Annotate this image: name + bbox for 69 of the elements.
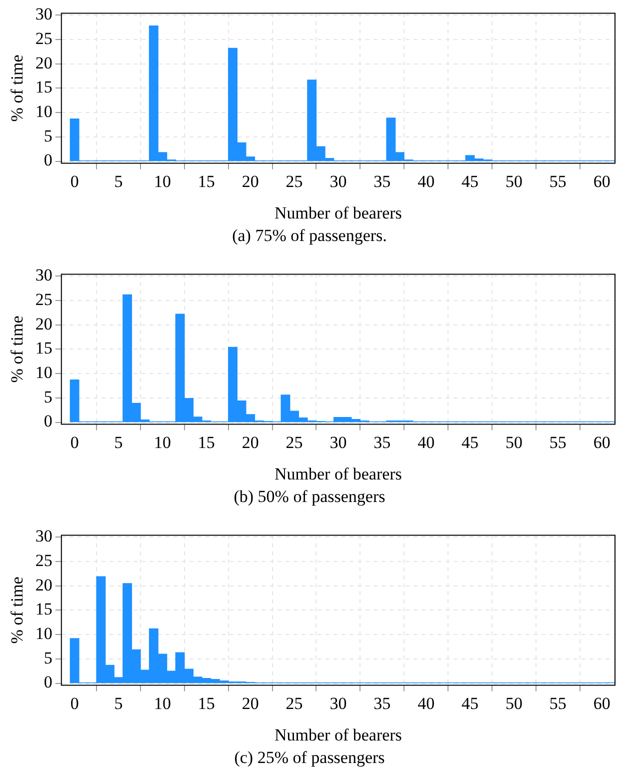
x-tick-label: 20 xyxy=(242,172,259,191)
y-tick-label: 25 xyxy=(35,290,52,309)
y-tick-label: 20 xyxy=(35,53,52,72)
x-tick-label: 25 xyxy=(286,432,303,452)
y-tick-label: 25 xyxy=(35,550,52,570)
x-tick-label: 60 xyxy=(593,694,610,713)
x-tick-label: 50 xyxy=(505,432,522,452)
x-tick-label: 15 xyxy=(198,432,215,452)
y-tick-label: 10 xyxy=(35,624,52,644)
y-tick-label: 5 xyxy=(44,387,52,406)
x-tick-label: 60 xyxy=(593,172,610,191)
x-tick-label: 35 xyxy=(374,694,391,713)
x-tick-label: 10 xyxy=(154,432,171,452)
text: (b) 50% of passengers xyxy=(232,487,386,507)
x-tick-label: 45 xyxy=(462,172,479,191)
x-tick-label: 15 xyxy=(198,694,215,713)
x-tick-label: 45 xyxy=(462,432,479,452)
y-tick-label: 15 xyxy=(35,600,52,619)
x-tick-label: 35 xyxy=(374,172,391,191)
y-tick-label: 30 xyxy=(35,4,52,24)
x-tick-label: 30 xyxy=(330,432,347,452)
x-tick-label: 25 xyxy=(286,694,303,713)
x-axis-title: Number of bearers xyxy=(274,464,402,484)
x-tick-label: 0 xyxy=(70,432,79,452)
text: (c) 25% of passengers xyxy=(233,748,386,768)
x-tick-label: 55 xyxy=(549,694,566,713)
y-tick-label: 10 xyxy=(35,363,52,382)
x-axis-title: Number of bearers xyxy=(274,203,402,222)
text: (a) 75% of passengers. xyxy=(231,226,388,246)
x-tick-label: 30 xyxy=(330,172,347,191)
x-tick-label: 10 xyxy=(154,694,171,713)
x-axis-title: Number of bearers xyxy=(274,725,402,744)
x-tick-label: 10 xyxy=(154,172,171,191)
y-tick-label: 5 xyxy=(44,648,52,668)
x-tick-label: 60 xyxy=(593,432,610,452)
x-tick-label: 30 xyxy=(330,694,347,713)
x-tick-label: 55 xyxy=(549,432,566,452)
y-tick-label: 0 xyxy=(44,672,52,692)
x-tick-label: 35 xyxy=(374,432,391,452)
y-tick-label: 25 xyxy=(35,28,52,48)
x-tick-label: 55 xyxy=(549,172,566,191)
x-tick-label: 25 xyxy=(286,172,303,191)
x-tick-label: 15 xyxy=(198,172,215,191)
x-tick-label: 45 xyxy=(462,694,479,713)
y-tick-label: 20 xyxy=(35,575,52,594)
x-tick-label: 40 xyxy=(418,694,435,713)
x-tick-label: 20 xyxy=(242,432,259,452)
y-tick-label: 0 xyxy=(44,150,52,170)
x-tick-label: 20 xyxy=(242,694,259,713)
x-tick-label: 50 xyxy=(505,694,522,713)
y-tick-label: 15 xyxy=(35,78,52,97)
y-tick-label: 0 xyxy=(44,412,52,431)
x-tick-label: 5 xyxy=(114,172,123,191)
y-tick-label: 20 xyxy=(35,314,52,334)
y-axis-title: % of time xyxy=(8,316,27,383)
x-tick-label: 5 xyxy=(114,432,123,452)
y-tick-label: 5 xyxy=(44,126,52,146)
x-tick-label: 40 xyxy=(418,172,435,191)
x-tick-label: 5 xyxy=(114,694,123,713)
y-tick-label: 10 xyxy=(35,102,52,122)
x-tick-label: 0 xyxy=(70,694,79,713)
x-tick-label: 0 xyxy=(70,172,79,191)
y-tick-label: 30 xyxy=(35,266,52,285)
x-tick-label: 40 xyxy=(418,432,435,452)
x-tick-label: 50 xyxy=(505,172,522,191)
y-axis-title: % of time xyxy=(8,54,27,122)
y-axis-title: % of time xyxy=(8,576,27,644)
y-tick-label: 30 xyxy=(35,526,52,546)
y-tick-label: 15 xyxy=(35,338,52,358)
